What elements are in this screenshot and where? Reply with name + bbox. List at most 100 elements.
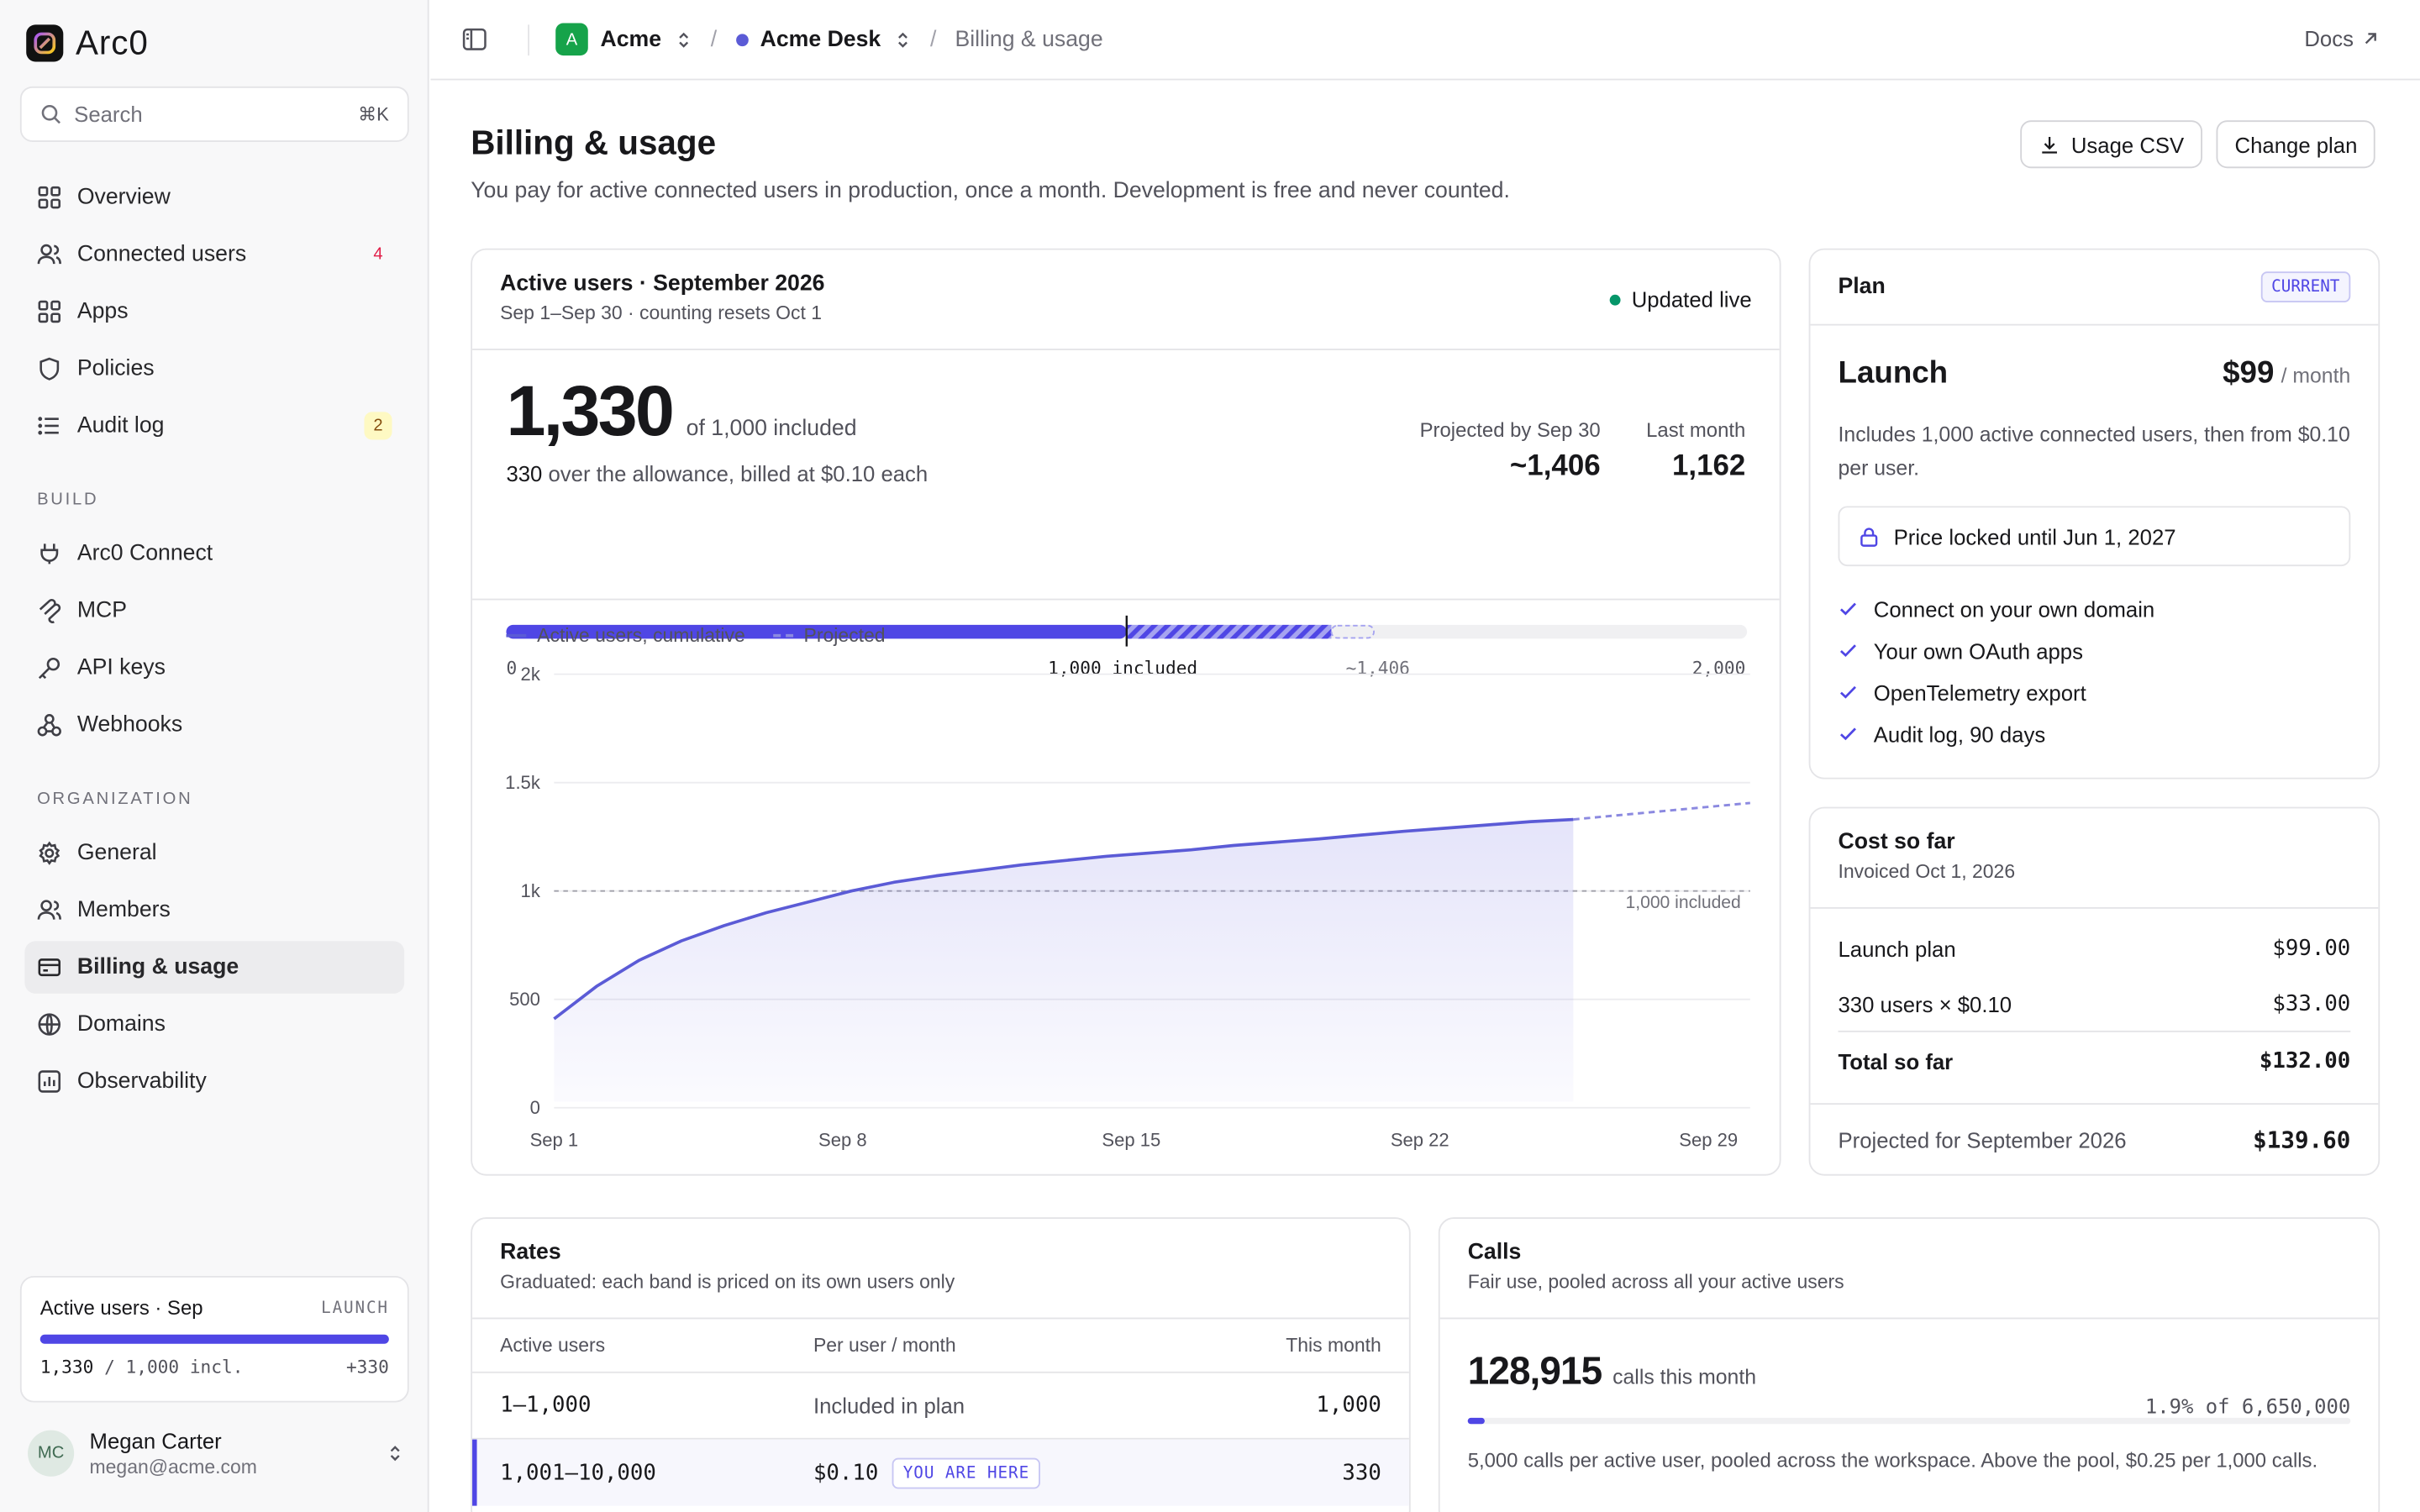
plan-feature: Your own OAuth apps bbox=[1839, 629, 2351, 671]
rates-title: Rates bbox=[500, 1240, 561, 1266]
rates-col-price: Per user / month bbox=[813, 1334, 956, 1357]
plan-feature-label: Audit log, 90 days bbox=[1873, 721, 2046, 747]
legend-swatch-actual bbox=[506, 633, 527, 638]
page-subtitle: You pay for active connected users in pr… bbox=[471, 179, 1510, 204]
apps-icon bbox=[38, 300, 60, 323]
app-name-crumb: Acme Desk bbox=[760, 27, 881, 52]
scale-max: 2,000 bbox=[1691, 657, 1746, 680]
sidebar-item-domains[interactable]: Domains bbox=[24, 998, 404, 1050]
active-users-subtitle: Sep 1–Sep 30 · counting resets Oct 1 bbox=[500, 302, 822, 324]
breadcrumb-current: Billing & usage bbox=[955, 27, 1103, 52]
y-tick-label: 1.5k bbox=[505, 772, 541, 793]
cost-total-label: Total so far bbox=[1838, 1048, 1954, 1074]
sidebar-item-billing[interactable]: Billing & usage bbox=[24, 941, 405, 994]
sidebar-item-members[interactable]: Members bbox=[24, 884, 404, 936]
cost-line-overage: 330 users × $0.10 $33.00 bbox=[1838, 977, 2351, 1032]
sidebar-usage-plan: LAUNCH bbox=[321, 1298, 389, 1317]
plan-features: Connect on your own domain Your own OAuth… bbox=[1839, 588, 2351, 754]
section-label-build: BUILD bbox=[37, 491, 99, 510]
cost-card: Cost so far Invoiced Oct 1, 2026 Launch … bbox=[1808, 806, 2381, 1176]
progress-included-fill bbox=[506, 624, 1127, 639]
plan-feature-label: OpenTelemetry export bbox=[1873, 680, 2086, 705]
sidebar-usage-of: / 1,000 incl. bbox=[104, 1356, 244, 1378]
sidebar-item-audit-log[interactable]: Audit log 2 bbox=[24, 400, 404, 452]
cost-projected: Projected for September 2026 $139.60 bbox=[1810, 1103, 2379, 1173]
projected-label: Projected by Sep 30 bbox=[1419, 417, 1601, 442]
plan-price: $99 bbox=[2223, 356, 2275, 391]
rates-col-users: Active users bbox=[500, 1334, 606, 1357]
sidebar-item-label: Connected users bbox=[76, 242, 247, 267]
sidebar-item-policies[interactable]: Policies bbox=[24, 343, 404, 395]
sidebar-item-label: Billing & usage bbox=[76, 954, 239, 980]
user-name: Megan Carter bbox=[89, 1428, 222, 1454]
rate-price: Included in plan bbox=[813, 1393, 965, 1418]
logo[interactable]: Arc0 bbox=[26, 24, 149, 64]
plan-description: Includes 1,000 active connected users, t… bbox=[1838, 423, 2350, 480]
calls-title: Calls bbox=[1467, 1240, 1522, 1266]
sidebar-item-label: Audit log bbox=[76, 413, 165, 438]
progress-overage-fill bbox=[1126, 624, 1332, 639]
cost-projected-value: $139.60 bbox=[2253, 1125, 2351, 1153]
chevron-up-down-icon bbox=[897, 31, 908, 47]
search-input[interactable]: Search ⌘K bbox=[19, 86, 409, 142]
members-icon bbox=[37, 900, 61, 920]
active-users-title: Active users · September 2026 bbox=[500, 271, 825, 297]
cost-total: Total so far $132.00 bbox=[1839, 1032, 2351, 1091]
scale-projected: ~1,406 bbox=[1345, 657, 1410, 680]
sidebar-item-observability[interactable]: Observability bbox=[24, 1055, 404, 1107]
sidebar-item-api-keys[interactable]: API keys bbox=[24, 642, 404, 694]
y-tick-label: 0 bbox=[530, 1097, 540, 1118]
change-plan-button[interactable]: Change plan bbox=[2216, 120, 2376, 169]
plan-feature: OpenTelemetry export bbox=[1839, 671, 2351, 713]
plan-card: Plan CURRENT Launch $99 / month Includes… bbox=[1808, 248, 2381, 780]
sidebar-usage-card[interactable]: Active users · Sep LAUNCH 1,330 / 1,000 … bbox=[19, 1275, 409, 1403]
app-switcher[interactable]: Acme Desk bbox=[735, 27, 912, 52]
sidebar: Arc0 Search ⌘K Overview Connected users … bbox=[0, 0, 429, 1512]
sidebar-item-general[interactable]: General bbox=[24, 827, 404, 879]
user-menu[interactable]: MC Megan Carter megan@acme.com bbox=[28, 1429, 404, 1478]
key-icon bbox=[38, 657, 60, 680]
sidebar-item-mcp[interactable]: MCP bbox=[24, 585, 404, 637]
sidebar-item-label: Arc0 Connect bbox=[76, 541, 213, 567]
org-switcher[interactable]: A Acme bbox=[555, 23, 692, 56]
sidebar-usage-count: 1,330 bbox=[39, 1356, 94, 1378]
rate-count: 1,000 bbox=[1316, 1393, 1381, 1418]
live-status: Updated live bbox=[1609, 286, 1752, 312]
sidebar-item-connected-users[interactable]: Connected users 4 bbox=[24, 228, 404, 281]
cost-title: Cost so far bbox=[1838, 830, 1955, 855]
calls-percent: 1.9% of 6,650,000 bbox=[2144, 1396, 2351, 1420]
app-dot-icon bbox=[735, 33, 748, 46]
line-chart: 0 500 1k 1.5k 2k 1,000 included Sep 1 Sep 8 Sep … bbox=[505, 664, 1750, 1151]
sidebar-item-arc0-connect[interactable]: Arc0 Connect bbox=[24, 528, 404, 580]
sidebar-item-overview[interactable]: Overview bbox=[24, 171, 404, 223]
legend-actual: Active users, cumulative bbox=[537, 624, 745, 647]
list-icon bbox=[38, 417, 59, 435]
sidebar-item-label: General bbox=[76, 841, 157, 866]
active-of-included: of 1,000 included bbox=[686, 416, 857, 442]
live-dot-icon bbox=[1609, 293, 1621, 305]
check-icon bbox=[1839, 602, 1856, 616]
calls-count-label: calls this month bbox=[1612, 1365, 1757, 1389]
sidebar-item-apps[interactable]: Apps bbox=[24, 286, 404, 338]
progress-projected-segment bbox=[1330, 624, 1375, 639]
usage-chart: Active users, cumulative Projected 0 500 1… bbox=[472, 600, 1780, 1173]
x-tick-label: Sep 15 bbox=[1102, 1130, 1160, 1151]
calls-count: 128,915 bbox=[1467, 1350, 1602, 1394]
sidebar-item-webhooks[interactable]: Webhooks bbox=[24, 699, 404, 751]
calls-note: 5,000 calls per active user, pooled acro… bbox=[1467, 1448, 2318, 1473]
calls-card: Calls Fair use, pooled across all your a… bbox=[1438, 1217, 2381, 1512]
y-tick-label: 500 bbox=[509, 989, 540, 1010]
sidebar-item-label: Webhooks bbox=[76, 712, 183, 738]
sidebar-toggle-icon[interactable] bbox=[461, 26, 487, 52]
plan-per: / month bbox=[2281, 364, 2351, 388]
rates-card: Rates Graduated: each band is priced on … bbox=[471, 1217, 1411, 1512]
chevron-up-down-icon bbox=[678, 31, 688, 47]
chevron-up-down-icon bbox=[390, 1446, 400, 1462]
usage-progress-bar bbox=[506, 615, 1748, 647]
docs-link[interactable]: Docs bbox=[2304, 26, 2378, 51]
check-icon bbox=[1839, 727, 1856, 741]
sidebar-usage-bar bbox=[39, 1334, 389, 1344]
usage-csv-button[interactable]: Usage CSV bbox=[2020, 120, 2203, 169]
last-month-label: Last month bbox=[1646, 417, 1746, 442]
live-label: Updated live bbox=[1631, 286, 1752, 312]
